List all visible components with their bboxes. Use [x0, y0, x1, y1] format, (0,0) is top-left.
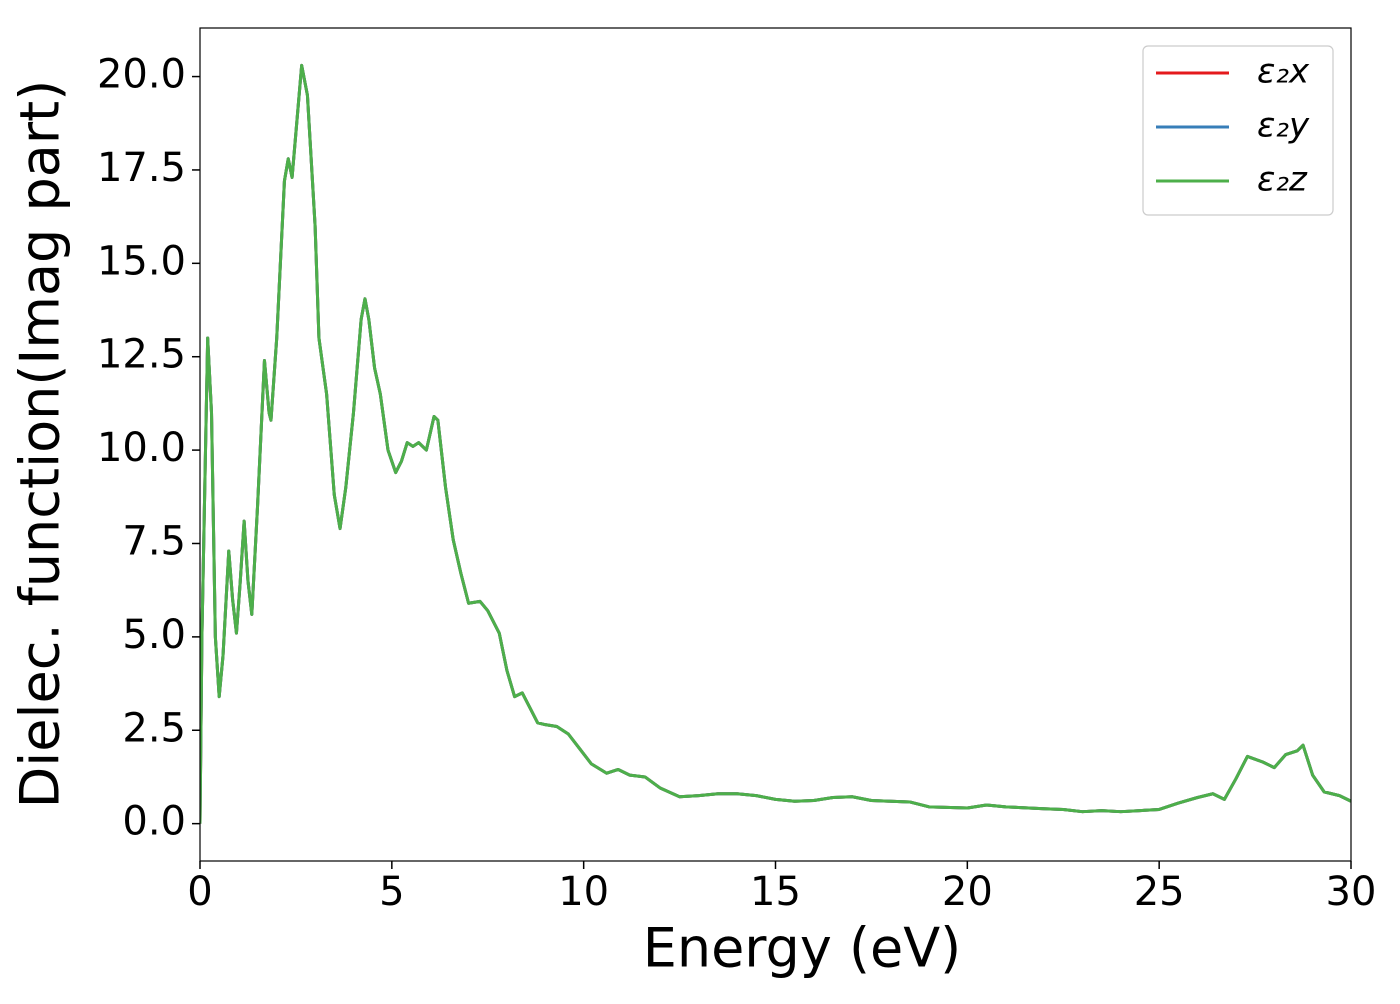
legend-box — [1142, 45, 1334, 216]
x-tick-label: 0 — [187, 869, 212, 915]
y-axis-label: Dielec. function(Imag part) — [9, 80, 72, 809]
y-tick-label: 2.5 — [122, 705, 186, 751]
x-axis-label: Energy (eV) — [643, 917, 962, 980]
x-tick-label: 10 — [558, 869, 609, 915]
x-tick-label: 20 — [942, 869, 993, 915]
y-tick-label: 20.0 — [97, 52, 186, 98]
x-tick-label: 5 — [379, 869, 404, 915]
legend-label: ε₂z — [1257, 160, 1308, 200]
y-tick-label: 15.0 — [97, 238, 186, 284]
y-tick-label: 17.5 — [97, 145, 186, 191]
plot-frame — [199, 27, 1352, 862]
y-tick-label: 10.0 — [97, 425, 186, 471]
legend-label: ε₂y — [1257, 106, 1310, 146]
y-tick-label: 0.0 — [122, 799, 186, 845]
x-tick-label: 30 — [1326, 869, 1377, 915]
y-tick-label: 7.5 — [122, 518, 186, 564]
y-tick-label: 5.0 — [122, 612, 186, 658]
x-tick-label: 15 — [750, 869, 801, 915]
y-tick-label: 12.5 — [97, 332, 186, 378]
x-tick-label: 25 — [1134, 869, 1185, 915]
line-series — [200, 63, 1351, 824]
legend-label: ε₂x — [1257, 52, 1310, 92]
